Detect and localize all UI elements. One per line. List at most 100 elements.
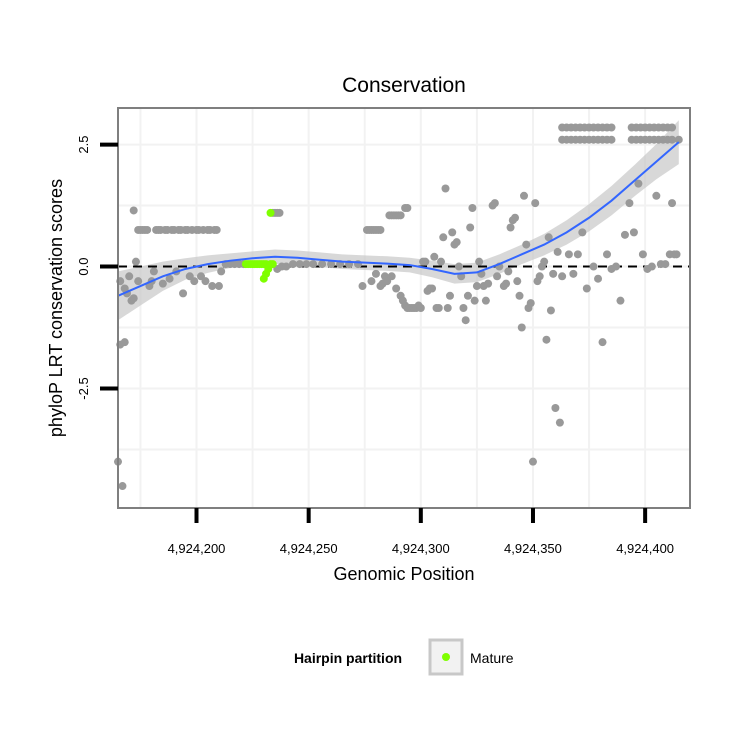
data-point bbox=[520, 191, 529, 200]
data-point bbox=[149, 267, 158, 276]
data-point bbox=[511, 213, 520, 222]
legend: Hairpin partition Mature bbox=[294, 638, 514, 676]
x-tick-label: 4,924,300 bbox=[392, 541, 450, 556]
data-point bbox=[295, 260, 304, 269]
data-point bbox=[540, 257, 549, 266]
data-point bbox=[416, 304, 425, 312]
data-point bbox=[502, 279, 511, 288]
data-point bbox=[376, 225, 385, 234]
data-point bbox=[441, 184, 450, 193]
data-point bbox=[611, 262, 620, 271]
data-point bbox=[468, 204, 477, 212]
y-tick-label: -2.5 bbox=[76, 377, 91, 399]
mature-point bbox=[266, 208, 275, 217]
data-point bbox=[517, 323, 526, 332]
x-tick-label: 4,924,250 bbox=[280, 541, 338, 556]
data-point bbox=[573, 250, 582, 259]
data-point bbox=[452, 238, 461, 247]
confidence-band-area bbox=[118, 120, 679, 321]
data-point bbox=[190, 277, 199, 286]
data-point bbox=[616, 296, 625, 305]
x-axis-label: Genomic Position bbox=[333, 564, 474, 584]
data-point bbox=[327, 260, 336, 269]
data-point bbox=[484, 279, 493, 288]
data-point bbox=[594, 274, 603, 283]
data-point bbox=[129, 294, 138, 303]
data-point bbox=[661, 260, 670, 269]
data-point bbox=[217, 267, 226, 276]
chart-title: Conservation bbox=[342, 74, 466, 97]
data-point bbox=[634, 179, 643, 188]
grid-lines bbox=[118, 108, 690, 508]
data-point bbox=[403, 204, 412, 212]
data-point bbox=[603, 250, 612, 259]
data-point bbox=[125, 272, 134, 281]
data-point bbox=[607, 135, 616, 144]
data-point bbox=[569, 269, 578, 278]
data-point bbox=[668, 135, 677, 144]
data-point bbox=[668, 123, 677, 132]
x-tick-label: 4,924,200 bbox=[168, 541, 226, 556]
data-point bbox=[490, 199, 499, 208]
data-point bbox=[463, 291, 472, 300]
data-point bbox=[513, 277, 522, 286]
data-point bbox=[318, 260, 327, 269]
data-point bbox=[504, 267, 513, 276]
data-point bbox=[582, 284, 591, 293]
data-point bbox=[358, 282, 367, 291]
data-point bbox=[392, 284, 401, 293]
data-point bbox=[428, 284, 437, 293]
data-point bbox=[396, 211, 405, 220]
data-point bbox=[625, 199, 634, 208]
data-point bbox=[129, 206, 138, 215]
data-point bbox=[208, 282, 217, 291]
data-point bbox=[526, 299, 535, 308]
x-tick-label: 4,924,350 bbox=[504, 541, 562, 556]
data-point bbox=[437, 257, 446, 266]
data-point bbox=[544, 233, 553, 242]
data-point bbox=[620, 230, 629, 239]
data-point bbox=[475, 257, 484, 266]
data-point bbox=[578, 228, 587, 237]
x-tick-label: 4,924,400 bbox=[616, 541, 674, 556]
plot-panel bbox=[114, 107, 691, 509]
data-point bbox=[493, 272, 502, 281]
data-point bbox=[549, 269, 558, 278]
mature-points bbox=[241, 208, 277, 283]
smooth-trend-line bbox=[117, 141, 680, 297]
data-point bbox=[546, 306, 555, 315]
data-point bbox=[555, 418, 564, 427]
data-point bbox=[275, 208, 284, 217]
data-point bbox=[564, 250, 573, 259]
mature-point bbox=[268, 260, 277, 269]
data-point bbox=[158, 279, 167, 288]
data-point bbox=[120, 338, 129, 347]
data-point bbox=[647, 262, 656, 271]
data-point bbox=[118, 482, 127, 491]
data-point bbox=[288, 260, 297, 269]
data-point bbox=[448, 228, 457, 237]
data-point bbox=[668, 199, 677, 208]
data-point bbox=[553, 247, 562, 256]
data-point bbox=[134, 277, 143, 286]
y-tick-label: 2.5 bbox=[76, 136, 91, 154]
data-point bbox=[531, 199, 540, 208]
legend-entry-mature: Mature bbox=[470, 650, 514, 666]
data-point bbox=[607, 123, 616, 132]
y-axis: -2.5 0.0 2.5 bbox=[76, 136, 118, 400]
data-point bbox=[309, 260, 318, 269]
x-axis: 4,924,200 4,924,250 4,924,300 4,924,350 4,92… bbox=[168, 508, 674, 556]
data-point bbox=[302, 260, 311, 269]
legend-key-mature bbox=[442, 653, 450, 661]
data-point bbox=[430, 252, 439, 261]
data-point bbox=[445, 291, 454, 300]
data-point bbox=[371, 269, 380, 278]
y-axis-label: phyloP LRT conservation scores bbox=[46, 179, 66, 437]
data-point bbox=[542, 335, 551, 344]
data-point bbox=[131, 257, 140, 266]
data-point bbox=[472, 282, 481, 291]
data-point bbox=[535, 272, 544, 281]
data-point bbox=[466, 223, 475, 232]
